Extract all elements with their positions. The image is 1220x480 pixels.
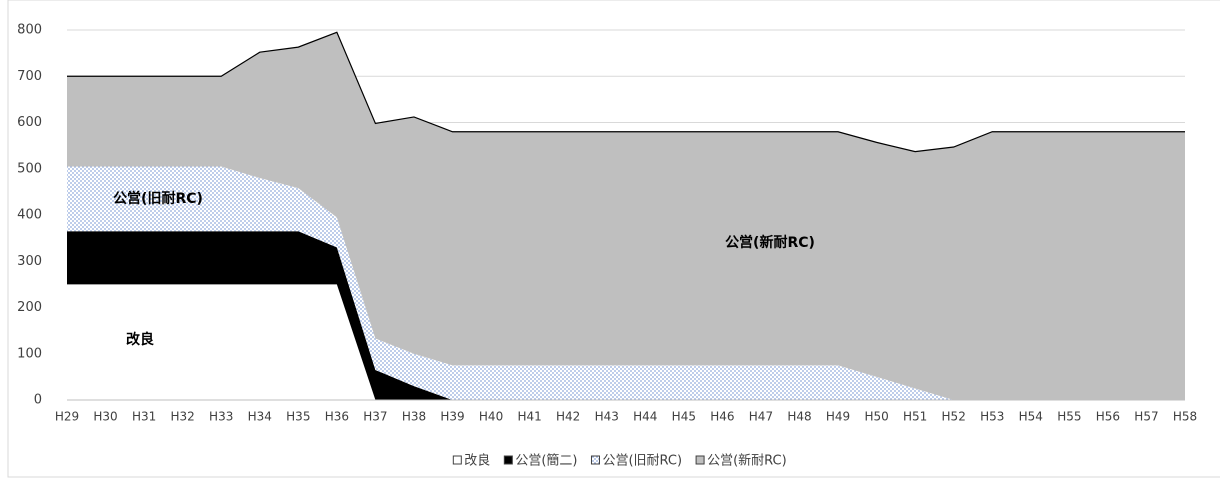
legend-label: 改良 <box>464 453 490 469</box>
y-tick-label: 800 <box>17 23 42 38</box>
x-tick-label: H48 <box>787 410 811 424</box>
x-tick-label: H52 <box>942 410 966 424</box>
y-tick-label: 500 <box>17 161 42 176</box>
x-tick-label: H31 <box>132 410 156 424</box>
legend-swatch <box>503 455 513 465</box>
legend-swatch <box>695 455 705 465</box>
x-tick-label: H35 <box>286 410 310 424</box>
series-annotation: 改良 <box>126 331 154 348</box>
area <box>67 284 1185 400</box>
x-tick-label: H53 <box>980 410 1004 424</box>
x-tick-label: H54 <box>1019 410 1043 424</box>
y-tick-label: 200 <box>17 300 42 315</box>
legend-swatch <box>452 455 462 465</box>
x-tick-label: H30 <box>93 410 117 424</box>
y-tick-label: 100 <box>17 346 42 361</box>
x-tick-label: H42 <box>556 410 580 424</box>
y-tick-label: 0 <box>34 393 42 408</box>
x-tick-label: H39 <box>440 410 464 424</box>
legend-label: 公営(新耐RC) <box>707 453 787 469</box>
x-tick-label: H33 <box>209 410 233 424</box>
x-tick-label: H45 <box>672 410 696 424</box>
area-outline <box>67 31 1185 153</box>
x-tick-label: H55 <box>1057 410 1081 424</box>
x-tick-label: H46 <box>710 410 734 424</box>
y-tick-label: 700 <box>17 69 42 84</box>
x-tick-label: H37 <box>363 410 387 424</box>
x-tick-label: H43 <box>595 410 619 424</box>
x-tick-label: H38 <box>402 410 426 424</box>
series-annotation: 公営(旧耐RC) <box>113 190 203 207</box>
series-annotation: 公営(新耐RC) <box>725 234 815 251</box>
x-tick-label: H36 <box>325 410 349 424</box>
series-annotation: 公営(簡二) <box>131 247 200 264</box>
chart-frame <box>7 0 1220 478</box>
x-tick-label: H40 <box>479 410 503 424</box>
x-tick-label: H44 <box>633 410 657 424</box>
area <box>67 166 1185 400</box>
legend-label: 公営(簡二) <box>515 454 577 469</box>
x-tick-label: H57 <box>1134 410 1158 424</box>
x-tick-label: H51 <box>903 410 927 424</box>
x-tick-label: H41 <box>517 410 541 424</box>
y-tick-label: 400 <box>17 208 42 223</box>
x-tick-label: H34 <box>248 410 272 424</box>
x-tick-label: H56 <box>1096 410 1120 424</box>
legend-label: 公営(旧耐RC) <box>602 454 682 469</box>
area <box>67 32 1185 400</box>
area <box>67 231 1185 400</box>
x-tick-label: H50 <box>864 410 888 424</box>
x-tick-label: H47 <box>749 410 773 424</box>
legend-swatch <box>590 455 600 465</box>
x-tick-label: H29 <box>55 410 79 424</box>
x-tick-label: H49 <box>826 410 850 424</box>
x-tick-label: H32 <box>171 410 195 424</box>
x-tick-label: H58 <box>1173 410 1197 424</box>
y-tick-label: 600 <box>17 115 42 130</box>
y-tick-label: 300 <box>17 254 42 269</box>
